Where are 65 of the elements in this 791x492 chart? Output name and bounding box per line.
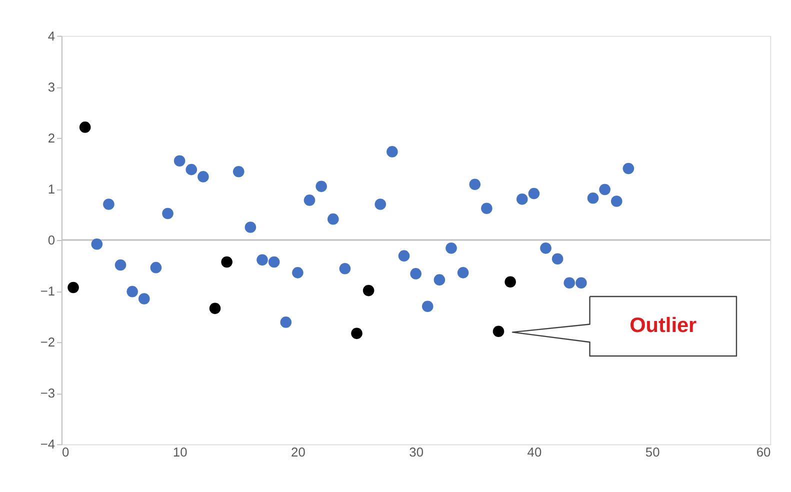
point — [126, 286, 138, 298]
point — [351, 328, 362, 340]
y-tick-label: 4 — [48, 28, 56, 44]
point — [232, 166, 244, 178]
point — [91, 238, 103, 250]
x-tick-label: 30 — [409, 444, 424, 460]
point — [114, 259, 126, 271]
point — [162, 208, 174, 220]
y-tick-label: 3 — [48, 79, 56, 94]
y-tick-label: −2 — [40, 334, 56, 350]
point — [292, 267, 304, 278]
point — [481, 202, 492, 214]
point — [103, 198, 114, 210]
y-tick-label: −1 — [40, 284, 56, 299]
point — [599, 184, 610, 196]
y-tick-label: −3 — [40, 386, 56, 401]
point — [327, 213, 339, 225]
point — [138, 293, 150, 304]
point — [622, 162, 634, 174]
point — [244, 222, 256, 233]
point — [576, 277, 587, 289]
point — [434, 274, 446, 286]
point — [304, 194, 316, 206]
point — [398, 250, 410, 262]
point — [68, 282, 79, 294]
point — [457, 267, 469, 278]
point — [552, 253, 564, 265]
point — [186, 164, 198, 176]
point — [504, 276, 516, 288]
y-tick-label: 2 — [48, 130, 56, 146]
point — [422, 300, 434, 312]
x-tick-label: 60 — [756, 444, 771, 460]
point — [209, 302, 221, 314]
point — [587, 192, 599, 204]
point — [446, 242, 457, 254]
point — [221, 256, 232, 268]
y-tick-label: −4 — [40, 436, 56, 452]
x-tick-label: 50 — [645, 444, 660, 460]
point — [516, 194, 528, 205]
point — [79, 122, 91, 133]
point — [280, 316, 292, 328]
x-tick-label: 20 — [291, 444, 306, 460]
point — [540, 242, 552, 254]
point — [564, 277, 576, 289]
point — [410, 268, 422, 280]
point — [174, 155, 186, 167]
x-tick-label: 0 — [62, 444, 70, 460]
point — [339, 262, 351, 274]
point — [316, 180, 327, 192]
point — [256, 254, 268, 266]
point — [610, 196, 622, 207]
x-tick-label: 10 — [172, 444, 188, 460]
y-tick-label: 0 — [48, 232, 56, 248]
point — [528, 188, 540, 200]
y-tick-label: 1 — [48, 181, 56, 196]
point — [469, 178, 481, 190]
annotation: Outlier — [630, 314, 697, 338]
point — [492, 326, 504, 338]
point — [386, 146, 398, 158]
point — [198, 171, 209, 182]
x-tick-label: 40 — [527, 444, 542, 460]
point — [268, 256, 280, 268]
point — [362, 284, 374, 296]
point — [374, 198, 386, 210]
point — [150, 262, 162, 274]
